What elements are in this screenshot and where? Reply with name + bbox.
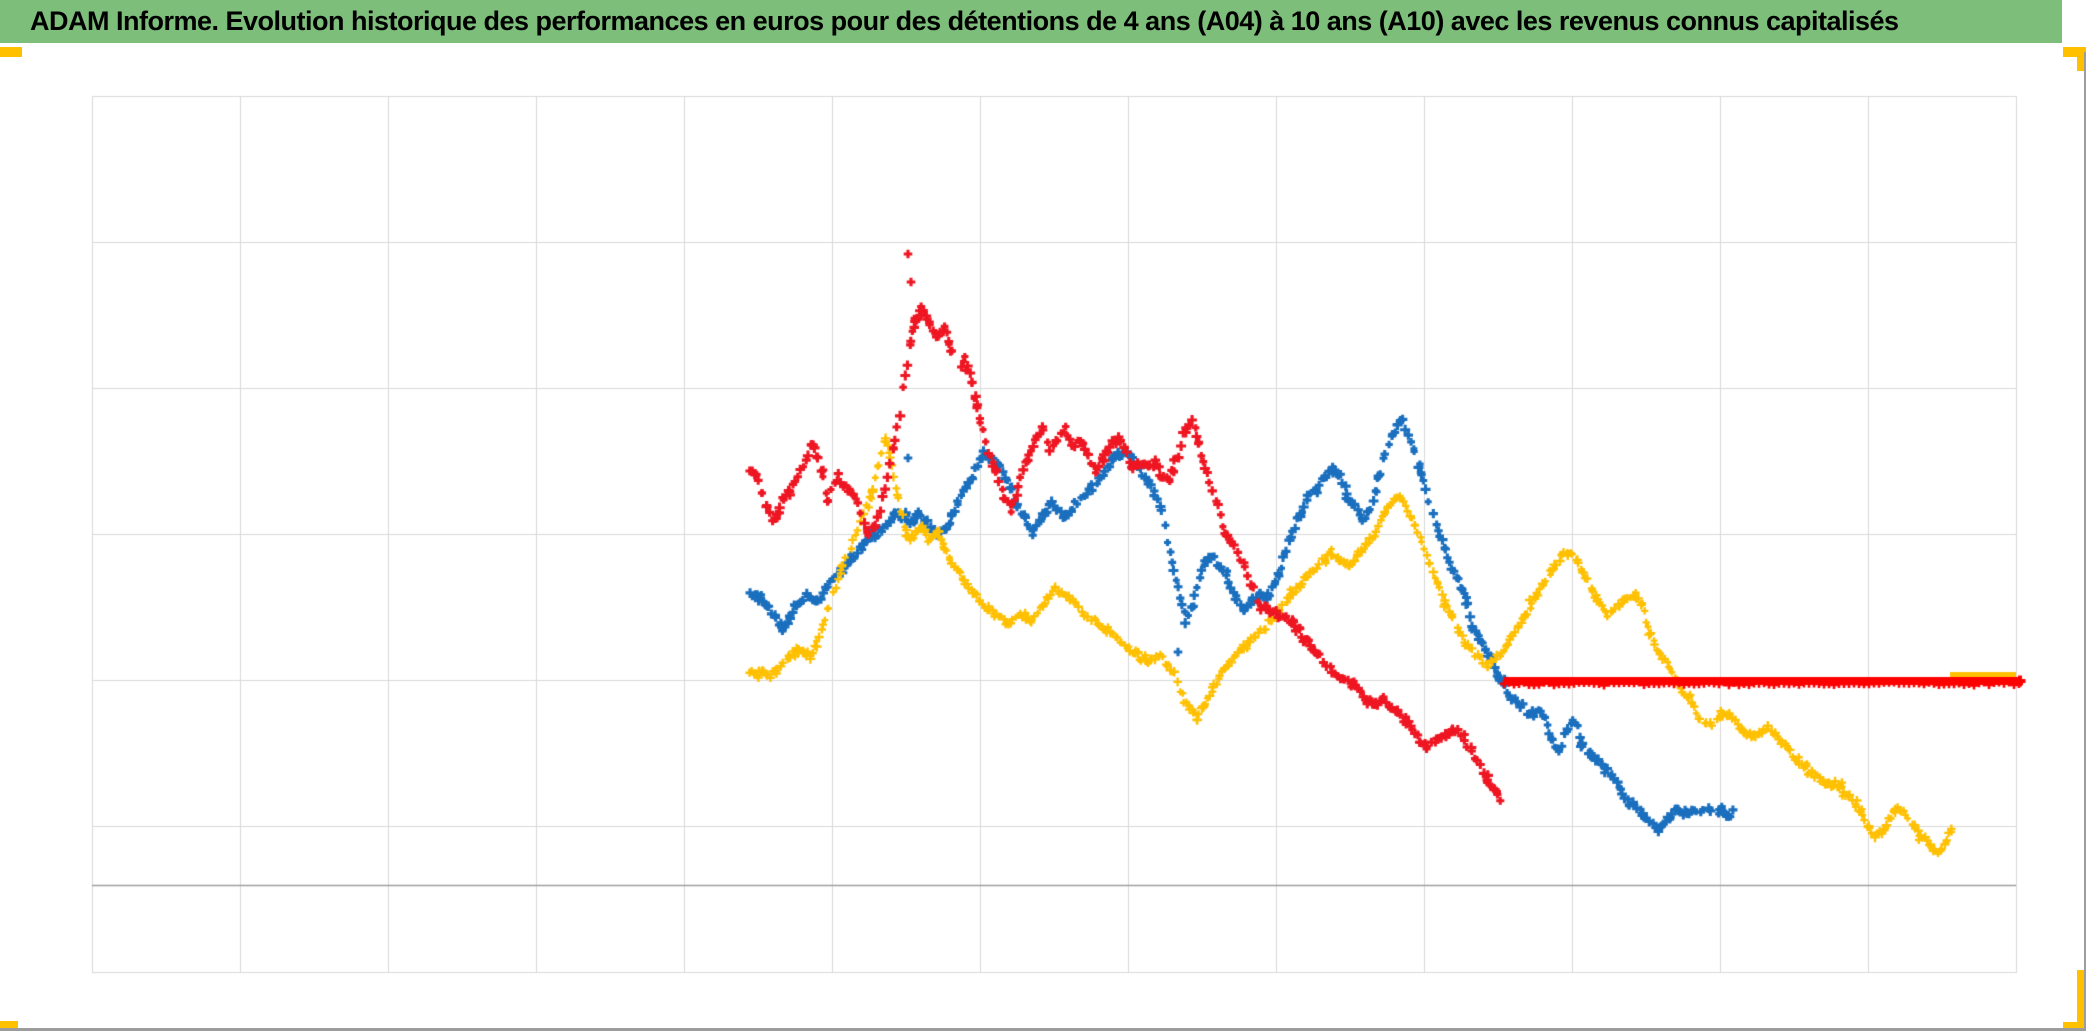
- chart-title: ADAM Informe. Evolution historique des p…: [30, 6, 1899, 36]
- handle-rect: [0, 47, 22, 57]
- handle-rect: [0, 1021, 18, 1031]
- handle-rect: [2077, 970, 2086, 1023]
- handle-rect: [2077, 47, 2086, 71]
- chart-title-bar: ADAM Informe. Evolution historique des p…: [0, 0, 2062, 43]
- handle-rect: [2063, 1022, 2086, 1031]
- window-edge-right: [2084, 52, 2086, 1031]
- handle-rect: [2063, 47, 2086, 57]
- window-edge-bottom: [0, 1028, 2086, 1031]
